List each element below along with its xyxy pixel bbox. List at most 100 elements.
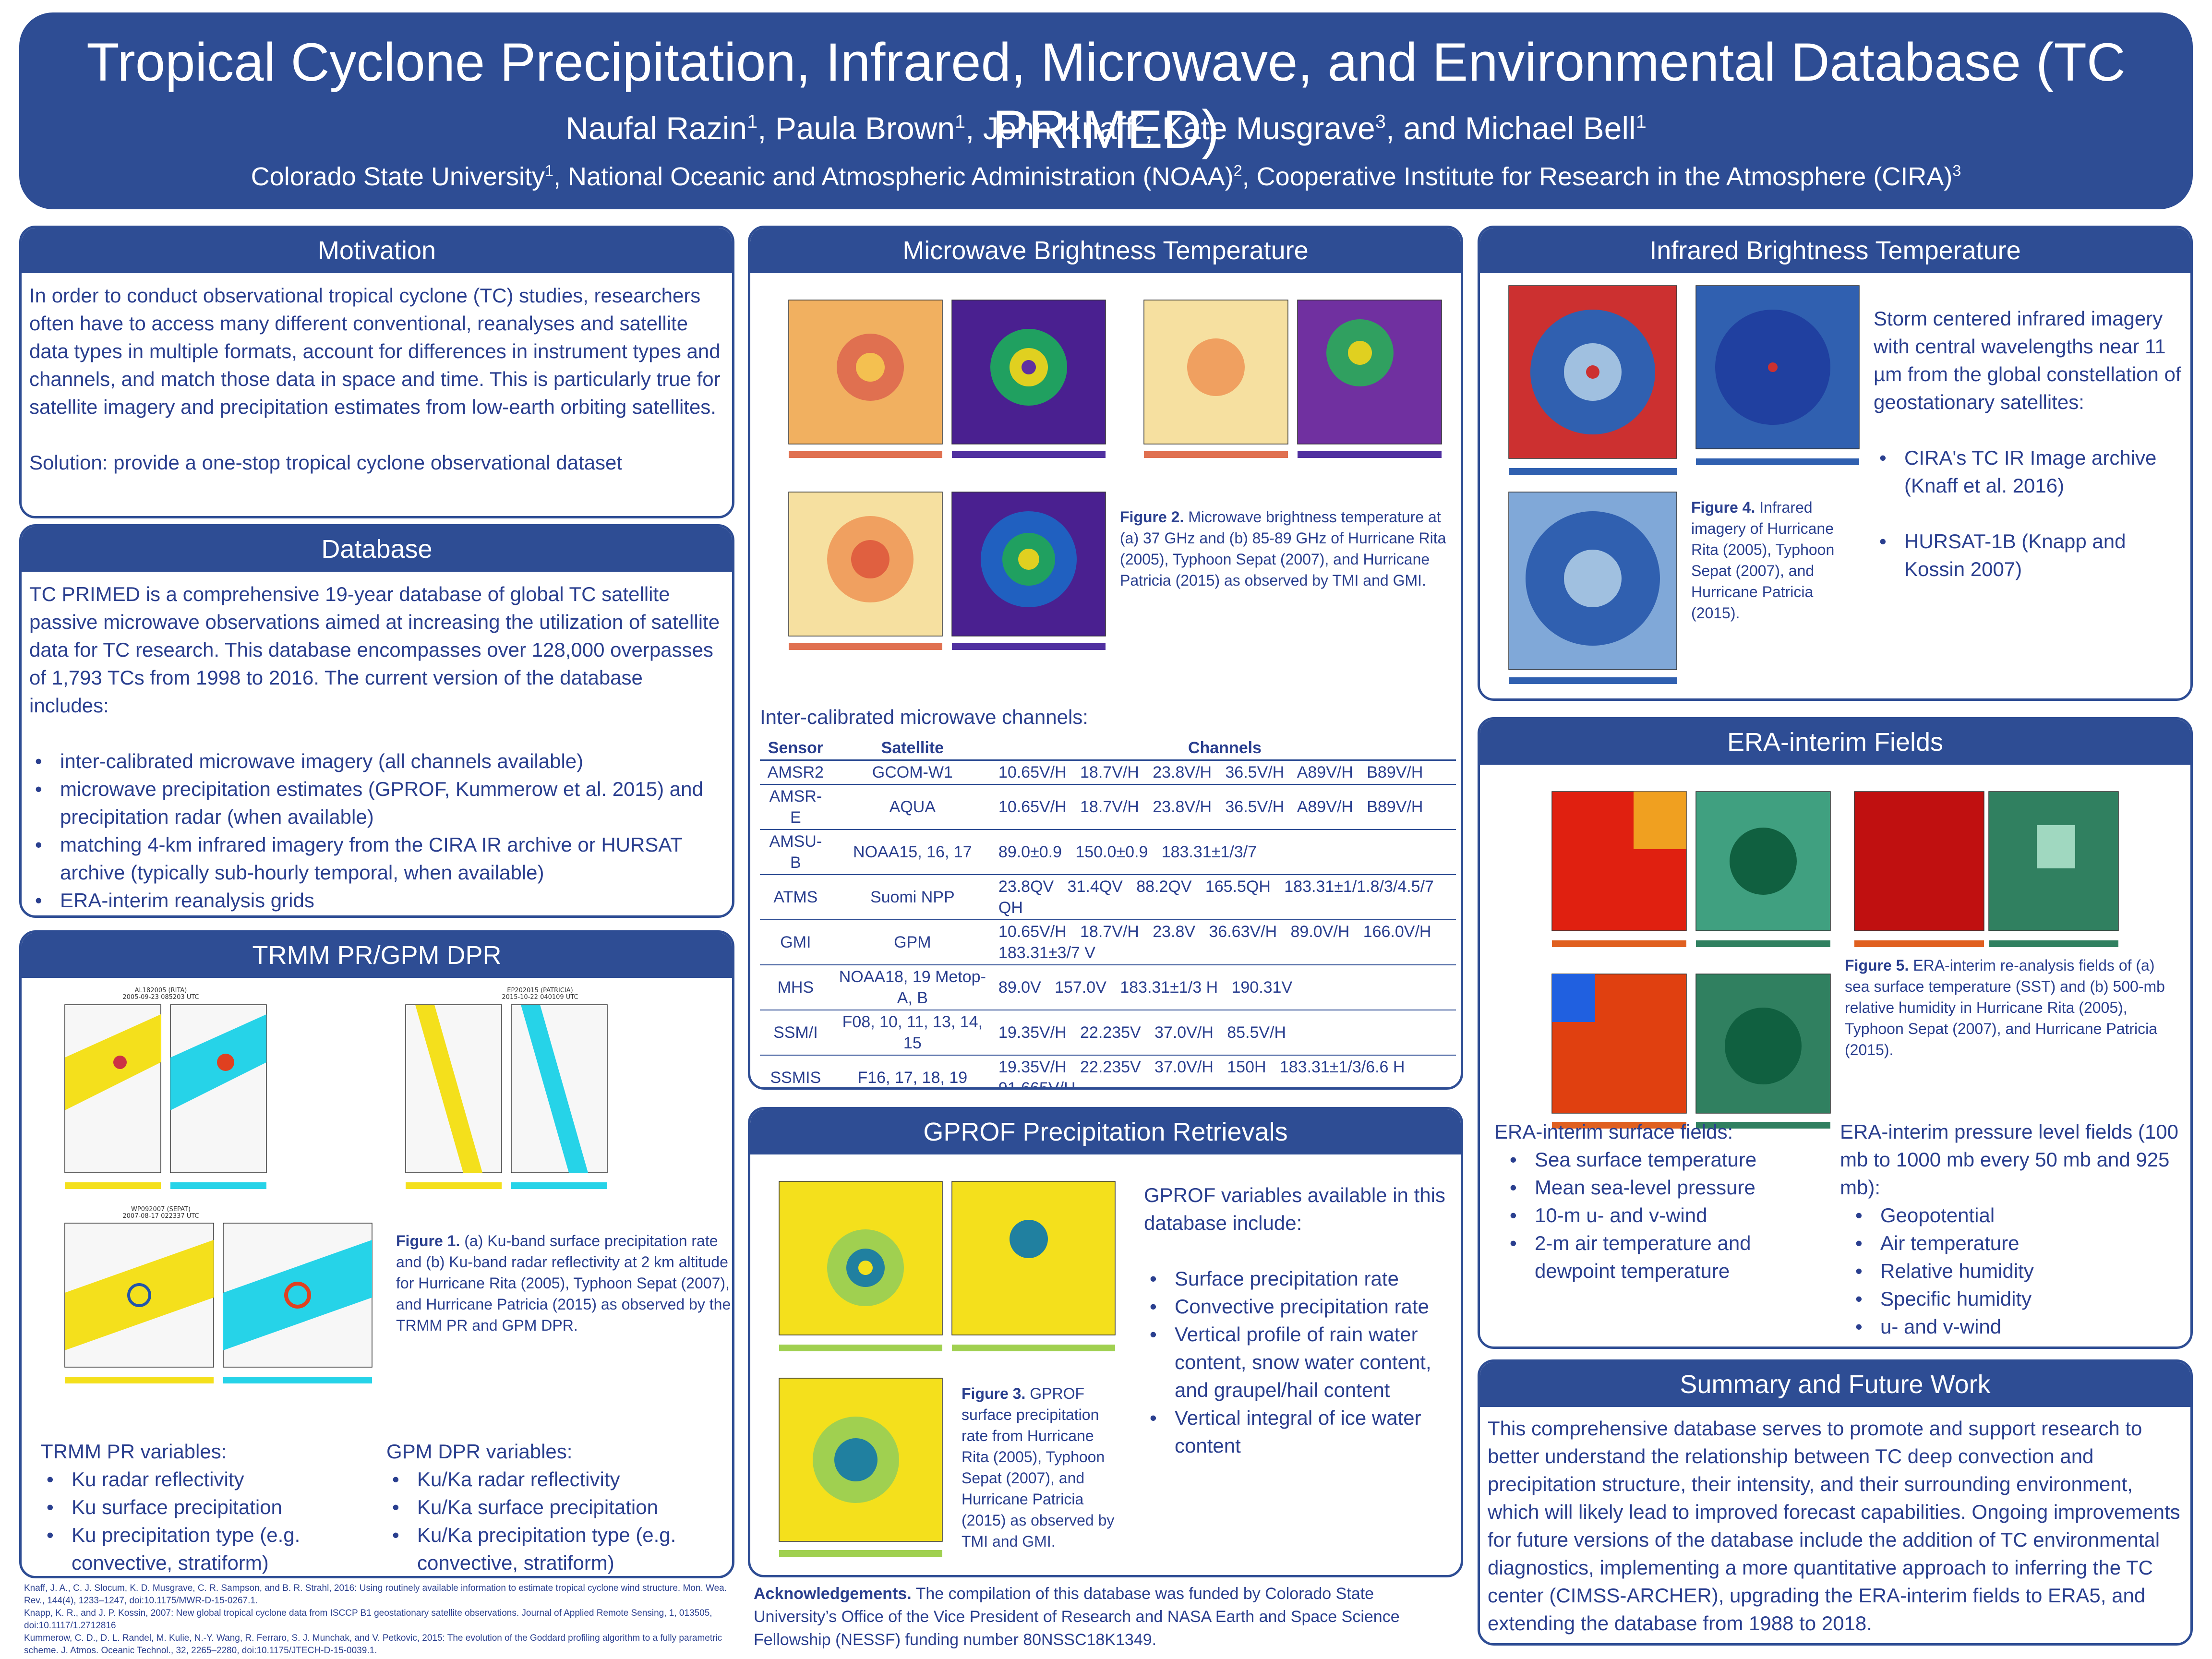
table-cell: SSMIS [760, 1055, 831, 1087]
list-item: matching 4-km infrared imagery from the … [29, 831, 725, 887]
list-item: Specific humidity [1850, 1285, 2186, 1313]
summary-title: Summary and Future Work [1480, 1362, 2190, 1407]
list-item: Surface precipitation rate [1144, 1265, 1456, 1293]
era-surface-list: Sea surface temperatureMean sea-level pr… [1504, 1146, 1830, 1285]
table-row: AMSR2 GCOM-W1 10.65V/H 18.7V/H 23.8V/H 36.… [760, 760, 1456, 785]
list-item: inter-calibrated microwave imagery (all … [29, 747, 725, 775]
infrared-list: CIRA's TC IR Image archive (Knaff et al.… [1874, 444, 2186, 583]
gprof-figure [779, 1181, 1116, 1557]
list-item: Air temperature [1850, 1229, 2186, 1257]
list-item: CIRA's TC IR Image archive (Knaff et al.… [1874, 444, 2186, 500]
list-item: Vertical profile of rain water content, … [1144, 1321, 1456, 1404]
table-cell: 10.65V/H 18.7V/H 23.8V/H 36.5V/H A89V/H … [993, 760, 1456, 785]
gpm-variables-title: GPM DPR variables: [386, 1440, 573, 1463]
gprof-title: GPROF Precipitation Retrievals [750, 1109, 1461, 1154]
table-cell: 23.8QV 31.4QV 88.2QV 165.5QH 183.31±1/1.… [993, 875, 1456, 920]
table-header: Channels [993, 737, 1456, 761]
list-item: Sea surface temperature [1504, 1146, 1830, 1174]
table-header: Sensor [760, 737, 831, 761]
channel-table: Sensor Satellite Channels AMSR2 GCOM-W1 10.6… [760, 737, 1456, 1087]
era-title: ERA-interim Fields [1480, 720, 2190, 765]
table-cell: GCOM-W1 [831, 760, 994, 785]
motivation-solution: Solution: provide a one-stop tropical cy… [29, 451, 623, 474]
table-header: Satellite [831, 737, 994, 761]
list-item: Relative humidity [1850, 1257, 2186, 1285]
table-cell: F08, 10, 11, 13, 14, 15 [831, 1010, 994, 1056]
reference-item: Knaff, J. A., C. J. Slocum, K. D. Musgra… [24, 1583, 727, 1606]
era-pressure-title: ERA-interim pressure level fields (100 m… [1840, 1120, 2178, 1199]
motivation-panel: Motivation In order to conduct observati… [19, 226, 734, 518]
poster-title: Tropical Cyclone Precipitation, Infrared… [86, 32, 2126, 159]
author-name: John Knaff [983, 110, 1134, 146]
trmm-panel: TRMM PR/GPM DPR AL182005 (RITA) 2005-09-… [19, 930, 734, 1578]
table-cell: 89.0±0.9 150.0±0.9 183.31±1/3/7 [993, 830, 1456, 875]
author-name: Naufal Razin [565, 110, 747, 146]
author-name: Paula Brown [775, 110, 955, 146]
list-item: Convective precipitation rate [1144, 1293, 1456, 1321]
database-title: Database [22, 527, 732, 572]
table-cell: GPM [831, 920, 994, 965]
channel-table-title: Inter-calibrated microwave channels: [760, 706, 1088, 728]
era-panel: ERA-interim Fields Figure 5. ERA-interim… [1478, 717, 2193, 1349]
summary-panel: Summary and Future Work This comprehensi… [1478, 1359, 2193, 1646]
era-surface-title: ERA-interim surface fields: [1494, 1120, 1733, 1143]
era-pressure-list: GeopotentialAir temperatureRelative humi… [1850, 1202, 2186, 1341]
table-cell: F16, 17, 18, 19 [831, 1055, 994, 1087]
figure-1-caption: Figure 1. (a) Ku-band surface precipitat… [396, 1232, 731, 1334]
table-row: AMSU-B NOAA15, 16, 17 89.0±0.9 150.0±0.9 1… [760, 830, 1456, 875]
author-name: Michael Bell [1465, 110, 1636, 146]
affiliation-name: National Oceanic and Atmospheric Adminis… [567, 162, 1234, 191]
figure-3-caption: Figure 3. GPROF surface precipitation ra… [962, 1385, 1115, 1550]
gprof-list: Surface precipitation rateConvective pre… [1144, 1265, 1456, 1460]
svg-text:2007-08-17 022337 UTC: 2007-08-17 022337 UTC [122, 1213, 199, 1220]
table-row: GMI GPM 10.65V/H 18.7V/H 23.8V 36.63V/H 89… [760, 920, 1456, 965]
list-item: Ku/Ka surface precipitation [386, 1493, 722, 1521]
list-item: Ku/Ka precipitation type (e.g. convectiv… [386, 1521, 722, 1576]
author-name: Kate Musgrave [1162, 110, 1375, 146]
trmm-sepat-label: WP092007 (SEPAT) [131, 1206, 191, 1213]
infrared-figure [1508, 285, 1677, 684]
trmm-variables-title: TRMM PR variables: [41, 1440, 227, 1463]
reference-item: Knapp, K. R., and J. P. Kossin, 2007: Ne… [24, 1608, 712, 1631]
list-item: HURSAT-1B (Knapp and Kossin 2007) [1874, 528, 2186, 583]
database-panel: Database TC PRIMED is a comprehensive 19… [19, 524, 734, 918]
infrared-text: Storm centered infrared imagery with cen… [1874, 307, 2181, 413]
trmm-title: TRMM PR/GPM DPR [22, 933, 732, 978]
infrared-title: Infrared Brightness Temperature [1480, 228, 2190, 273]
table-cell: 19.35V/H 22.235V 37.0V/H 85.5V/H [993, 1010, 1456, 1056]
motivation-text: In order to conduct observational tropic… [29, 284, 721, 418]
figure-4-caption: Figure 4. Infrared imagery of Hurricane … [1691, 499, 1835, 622]
author-list: Naufal Razin1, Paula Brown1, John Knaff2… [565, 110, 1647, 146]
poster-header: Tropical Cyclone Precipitation, Infrared… [19, 12, 2193, 209]
gpm-variables-list: Ku/Ka radar reflectivityKu/Ka surface pr… [386, 1466, 722, 1576]
table-cell: AMSU-B [760, 830, 831, 875]
table-row: AMSR-E AQUA 10.65V/H 18.7V/H 23.8V/H 36.5V… [760, 784, 1456, 830]
table-cell: 10.65V/H 18.7V/H 23.8V/H 36.5V/H A89V/H … [993, 784, 1456, 830]
table-row: MHS NOAA18, 19 Metop-A, B 89.0V 157.0V 183… [760, 965, 1456, 1010]
gprof-intro: GPROF variables available in this databa… [1144, 1184, 1445, 1234]
trmm-patricia-swath-a [415, 1005, 482, 1173]
database-text: TC PRIMED is a comprehensive 19-year dat… [29, 583, 720, 717]
affiliation-name: Colorado State University [251, 162, 545, 191]
reference-item: Kummerow, C. D., D. L. Randel, M. Kulie,… [24, 1633, 722, 1656]
table-cell: GMI [760, 920, 831, 965]
references: Knaff, J. A., C. J. Slocum, K. D. Musgra… [24, 1582, 734, 1657]
table-cell: AMSR-E [760, 784, 831, 830]
table-cell: 10.65V/H 18.7V/H 23.8V 36.63V/H 89.0V/H … [993, 920, 1456, 965]
microwave-title: Microwave Brightness Temperature [750, 228, 1461, 273]
list-item: Ku radar reflectivity [41, 1466, 367, 1493]
trmm-variables-list: Ku radar reflectivityKu surface precipit… [41, 1466, 367, 1576]
table-cell: 19.35V/H 22.235V 37.0V/H 150H 183.31±1/3… [993, 1055, 1456, 1087]
acknowledgements: Acknowledgements. The compilation of thi… [754, 1585, 1400, 1649]
list-item: Geopotential [1850, 1202, 2186, 1229]
list-item: microwave precipitation estimates (GPROF… [29, 775, 725, 831]
affiliation-name: Cooperative Institute for Research in th… [1256, 162, 1953, 191]
table-cell: NOAA15, 16, 17 [831, 830, 994, 875]
trmm-patricia-swath-b [521, 1005, 588, 1173]
list-item: 2-m air temperature and dewpoint tempera… [1504, 1229, 1830, 1285]
table-cell: Suomi NPP [831, 875, 994, 920]
table-row: ATMS Suomi NPP 23.8QV 31.4QV 88.2QV 165.5Q… [760, 875, 1456, 920]
era-figure [1551, 791, 2119, 1129]
list-item: 10-m u- and v-wind [1504, 1202, 1830, 1229]
gprof-panel: GPROF Precipitation Retrievals Figure 3.… [748, 1107, 1463, 1577]
